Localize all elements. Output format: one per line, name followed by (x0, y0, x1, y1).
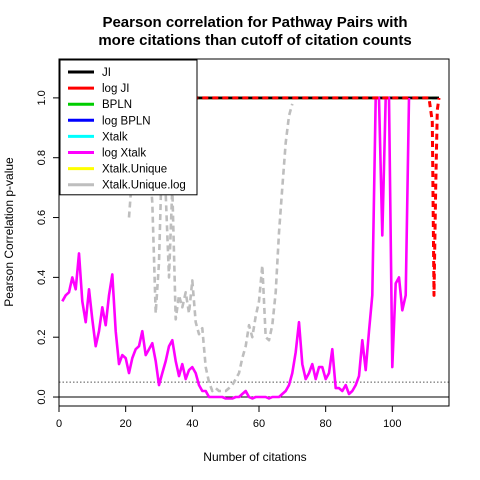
y-tick-label: 0.0 (36, 389, 48, 404)
series-line-xtalk-unique-log (127, 103, 294, 393)
legend-box (59, 59, 198, 196)
legend-label-log-bpln: log BPLN (102, 115, 151, 127)
legend-label-log-ji: log JI (102, 83, 130, 95)
x-tick-label: 0 (56, 418, 62, 430)
legend-label-ji: JI (102, 67, 111, 79)
legend-label-bpln: BPLN (102, 99, 132, 111)
legend-label-xtalk-unique: Xtalk.Unique (102, 164, 167, 176)
legend-label-log-xtalk: log Xtalk (102, 148, 146, 160)
x-tick-label: 20 (120, 418, 132, 430)
x-tick-label: 40 (186, 418, 198, 430)
y-axis: 0.0 0.2 0.4 0.6 0.8 1.0 (36, 90, 59, 405)
y-tick-label: 0.6 (36, 210, 48, 225)
legend-label-xtalk: Xtalk (102, 131, 128, 143)
y-tick-label: 0.8 (36, 150, 48, 165)
x-tick-label: 80 (320, 418, 332, 430)
y-axis-label: Pearson Correlation p-value (2, 157, 16, 307)
y-tick-label: 0.2 (36, 330, 48, 345)
plot-area (59, 96, 449, 400)
series-line-log-xtalk (61, 96, 411, 400)
series-line-log-ji (192, 96, 441, 297)
x-tick-label: 60 (253, 418, 265, 430)
chart-title-line-2: more citations than cutoff of citation c… (98, 32, 411, 49)
x-tick-label: 100 (383, 418, 401, 430)
legend: JI log JI BPLN log BPLN Xtalk log Xtalk Xtalk.… (59, 59, 198, 196)
y-tick-label: 0.4 (36, 270, 48, 285)
plot-frame (58, 58, 450, 407)
x-axis: 0 20 40 60 80 100 (56, 406, 402, 430)
x-axis-label: Number of citations (203, 450, 306, 464)
y-tick-label: 1.0 (36, 90, 48, 105)
chart-title-line-1: Pearson correlation for Pathway Pairs wi… (102, 14, 407, 31)
legend-label-xtalk-unique-log: Xtalk.Unique.log (102, 180, 186, 192)
